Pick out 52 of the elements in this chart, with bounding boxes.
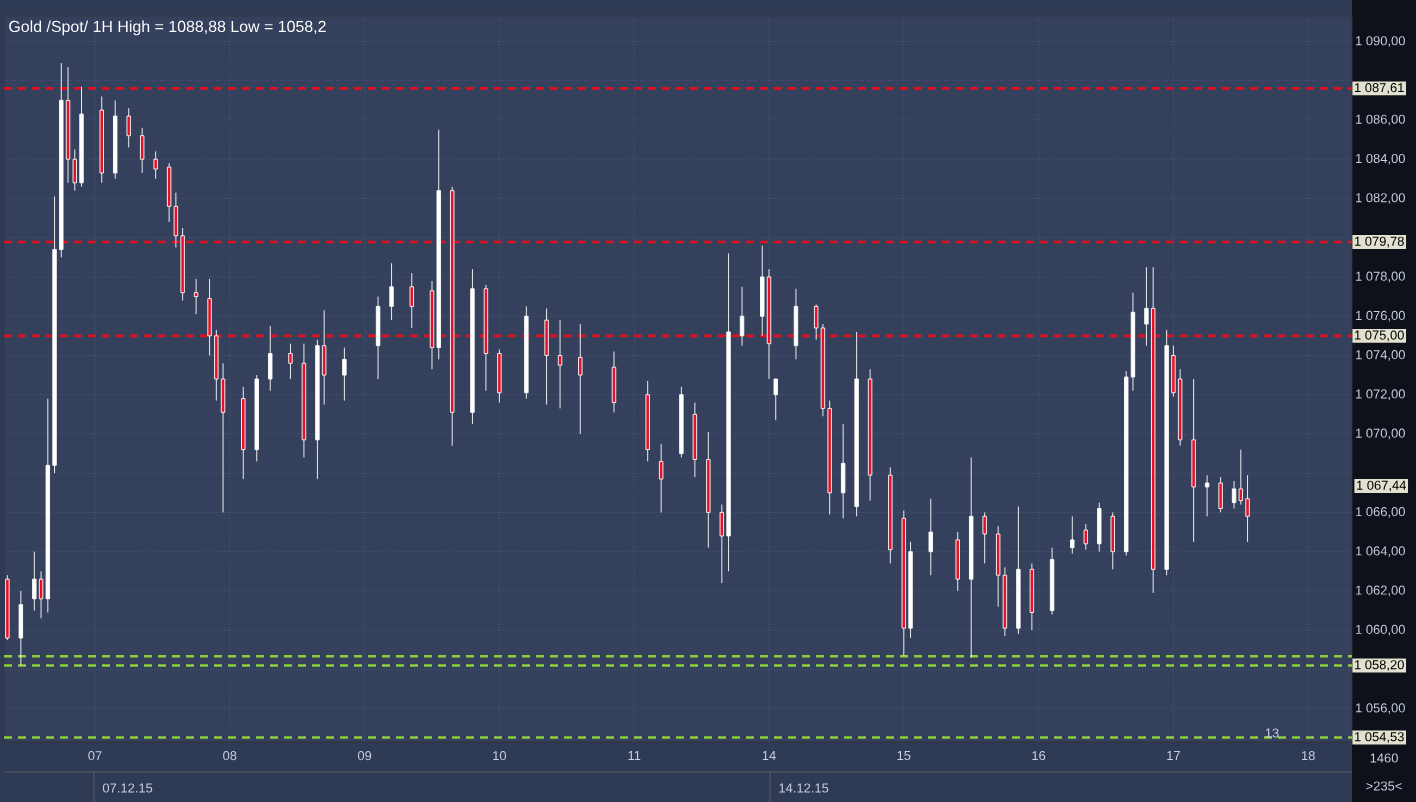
- candlestick: [692, 402, 698, 478]
- candlestick: [301, 343, 307, 458]
- candlestick: [79, 86, 84, 188]
- candlestick: [375, 296, 381, 380]
- candlestick: [739, 286, 745, 347]
- candlestick: [1029, 563, 1035, 631]
- candlestick: [126, 107, 131, 148]
- candlestick: [645, 380, 650, 462]
- candlestick: [470, 268, 475, 425]
- candlestick: [969, 457, 974, 659]
- candlestick: [315, 339, 320, 480]
- candlestick: [524, 305, 529, 400]
- candlestick: [409, 272, 414, 329]
- candlestick: [288, 343, 293, 380]
- candlestick: [867, 368, 873, 502]
- candlestick: [658, 443, 664, 513]
- candlestick: [726, 252, 731, 572]
- candlestick: [1070, 515, 1075, 555]
- candlestick: [139, 127, 145, 174]
- candlestick: [1049, 547, 1055, 615]
- candlestick: [611, 351, 617, 413]
- candlestick: [389, 262, 394, 321]
- candlestick: [1191, 378, 1196, 543]
- candlestick: [706, 431, 711, 549]
- candlestick: [955, 531, 960, 592]
- candlestick: [241, 386, 246, 480]
- candlestick: [193, 278, 199, 315]
- candlestick: [760, 245, 765, 337]
- candlestick: [153, 150, 158, 180]
- candlestick: [18, 590, 24, 666]
- candlestick: [1016, 506, 1021, 635]
- candlestick: [1204, 474, 1210, 517]
- candlestick: [254, 374, 259, 462]
- candlestick: [1231, 480, 1237, 509]
- candlestick: [793, 288, 799, 360]
- candlestick: [1110, 511, 1115, 570]
- candlestick: [268, 325, 273, 392]
- candlestick: [840, 423, 846, 519]
- candlestick: [1164, 329, 1169, 576]
- candlestick: [113, 99, 118, 180]
- candlestick: [928, 498, 933, 576]
- candlestick: [342, 347, 347, 402]
- candlestick: [99, 96, 104, 184]
- candlestick: [1083, 523, 1088, 551]
- candlestick: [982, 511, 987, 564]
- candlestick: [854, 331, 859, 517]
- candlestick: [901, 510, 906, 657]
- candlestick: [1245, 474, 1250, 543]
- candlestick: [1097, 502, 1102, 553]
- candlestick: [436, 129, 441, 360]
- candlestick: [32, 551, 37, 611]
- candlestick: [888, 466, 893, 564]
